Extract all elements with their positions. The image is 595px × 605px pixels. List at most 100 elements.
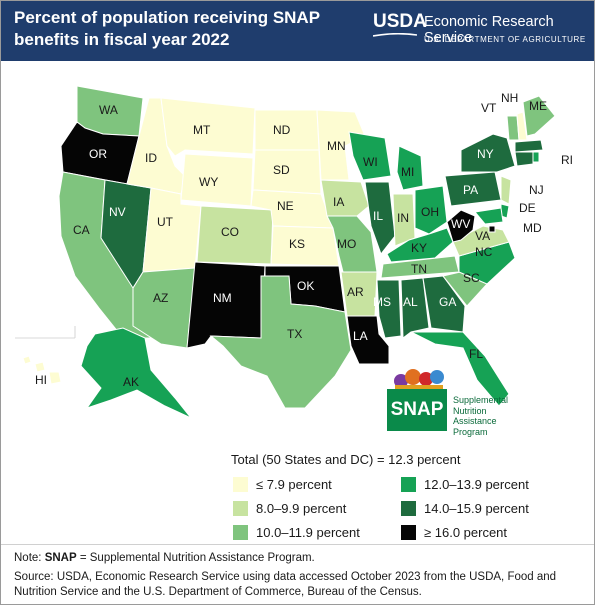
state-HI [22, 355, 32, 365]
inset-divider [15, 326, 76, 339]
state-MI [396, 145, 424, 191]
label-KS: KS [289, 237, 305, 251]
state-NH [516, 111, 528, 141]
label-VA: VA [475, 229, 490, 243]
state-MA [514, 139, 544, 153]
state-IA [320, 179, 370, 217]
snap-wordmark: SNAP [387, 389, 447, 431]
label-ND: ND [273, 123, 291, 137]
chart-title: Percent of population receiving SNAP ben… [14, 8, 320, 49]
snap-choropleth-map: WA OR CA NV ID MT WY UT AZ CO NM ND SD N… [15, 76, 575, 446]
state-NM [186, 261, 266, 349]
usda-swoosh-icon [373, 33, 417, 37]
chart-note: Note: SNAP = Supplemental Nutrition Assi… [14, 552, 315, 564]
label-NY: NY [477, 147, 494, 161]
label-RI: RI [561, 153, 573, 167]
label-PA: PA [463, 183, 478, 197]
snap-program-logo: SNAP Supplemental Nutrition Assistance P… [387, 361, 557, 446]
legend-label: 10.0–11.9 percent [256, 524, 360, 540]
legend-swatch [401, 476, 416, 492]
state-HI-3 [48, 371, 62, 385]
legend-label: ≤ 7.9 percent [256, 476, 332, 492]
legend-item: ≤ 7.9 percent [233, 475, 332, 493]
state-ME [522, 95, 556, 137]
legend-item: 10.0–11.9 percent [233, 523, 360, 541]
label-ME: ME [529, 99, 547, 113]
label-FL: FL [469, 347, 483, 361]
agency-department: U.S. DEPARTMENT OF AGRICULTURE [424, 35, 586, 44]
state-CT [514, 151, 534, 167]
legend-total: Total (50 States and DC) = 12.3 percent [231, 452, 461, 467]
label-ID: ID [145, 151, 157, 165]
label-DE: DE [519, 201, 536, 215]
label-CO: CO [221, 225, 239, 239]
label-NH: NH [501, 91, 518, 105]
label-IN: IN [397, 211, 409, 225]
state-AL [400, 277, 430, 339]
label-OH: OH [421, 205, 439, 219]
state-DC [488, 225, 496, 233]
label-LA: LA [353, 329, 368, 343]
label-KY: KY [411, 241, 427, 255]
chart-source: Source: USDA, Economic Research Service … [14, 571, 557, 598]
legend-swatch [233, 524, 248, 540]
label-AR: AR [347, 285, 364, 299]
state-KY [386, 227, 454, 263]
label-AZ: AZ [153, 291, 168, 305]
label-TX: TX [287, 327, 302, 341]
label-DC: DC [525, 239, 543, 253]
label-MI: MI [401, 165, 414, 179]
legend-swatch [233, 500, 248, 516]
state-OH [414, 185, 448, 235]
legend-label: 12.0–13.9 percent [424, 476, 529, 492]
legend-label: ≥ 16.0 percent [424, 524, 508, 540]
label-OR: OR [89, 147, 107, 161]
label-MT: MT [193, 123, 211, 137]
state-WV [446, 209, 476, 243]
label-WY: WY [199, 175, 218, 189]
label-IA: IA [333, 195, 344, 209]
header-banner: Percent of population receiving SNAP ben… [1, 1, 594, 61]
label-NV: NV [109, 205, 126, 219]
state-TX [209, 275, 352, 409]
label-GA: GA [439, 295, 456, 309]
label-TN: TN [411, 262, 427, 276]
state-MD [474, 207, 504, 225]
legend-item: 12.0–13.9 percent [401, 475, 529, 493]
label-HI: HI [35, 373, 47, 387]
usda-logo: USDA [373, 11, 427, 32]
state-NJ [500, 175, 512, 205]
label-NE: NE [277, 199, 294, 213]
produce-basket-icon [394, 369, 444, 391]
state-LA [346, 315, 390, 365]
label-WA: WA [99, 103, 118, 117]
state-RI [532, 151, 540, 163]
label-NM: NM [213, 291, 232, 305]
us-map-svg: WA OR CA NV ID MT WY UT AZ CO NM ND SD N… [15, 85, 573, 419]
label-MO: MO [337, 237, 356, 251]
label-VT: VT [481, 101, 497, 115]
label-WI: WI [363, 155, 378, 169]
legend-item: 8.0–9.9 percent [233, 499, 346, 517]
legend-label: 14.0–15.9 percent [424, 500, 529, 516]
label-CA: CA [73, 223, 90, 237]
label-CT: CT [541, 175, 558, 189]
legend-label: 8.0–9.9 percent [256, 500, 347, 516]
legend-swatch [401, 500, 416, 516]
label-MS: MS [373, 295, 391, 309]
label-OK: OK [297, 279, 314, 293]
state-AK [80, 327, 192, 419]
legend-swatch [401, 524, 416, 540]
label-SD: SD [273, 163, 290, 177]
state-NY [460, 133, 516, 173]
state-WI [348, 131, 392, 181]
state-FL [410, 331, 510, 407]
label-UT: UT [157, 215, 174, 229]
label-AL: AL [403, 295, 418, 309]
label-WV: WV [451, 217, 470, 231]
label-AK: AK [123, 375, 139, 389]
label-NC: NC [475, 245, 493, 259]
legend-item: ≥ 16.0 percent [401, 523, 507, 541]
legend-item: 14.0–15.9 percent [401, 499, 529, 517]
